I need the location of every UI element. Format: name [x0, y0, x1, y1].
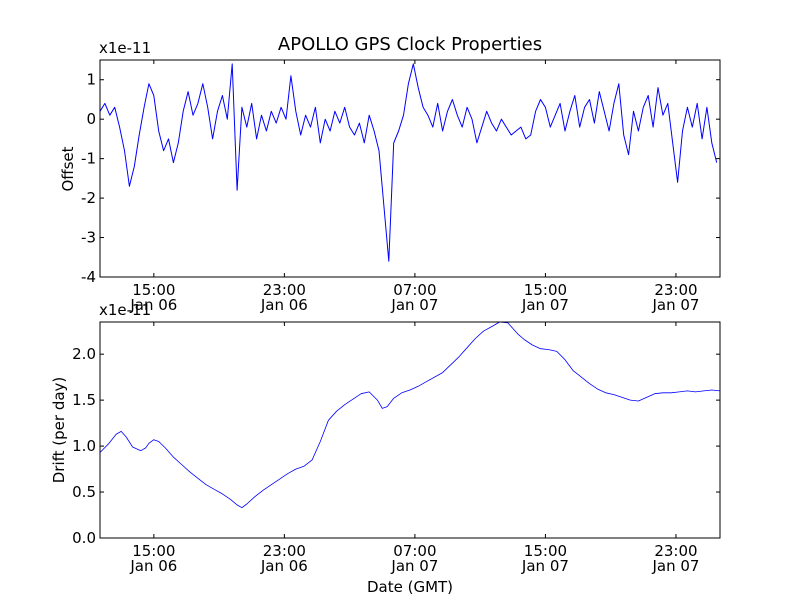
offset-x-tick-time-label: 07:00 — [393, 281, 436, 299]
drift-multiplier-label: x1e-11 — [99, 301, 151, 319]
drift-x-tick-date-label: Jan 07 — [390, 557, 438, 575]
drift-x-tick-time-label: 15:00 — [132, 542, 175, 560]
drift-x-tick-date-label: Jan 07 — [521, 557, 569, 575]
drift-x-tick-time-label: 23:00 — [263, 542, 306, 560]
offset-x-tick-time-label: 15:00 — [524, 281, 567, 299]
chart-title: APOLLO GPS Clock Properties — [278, 34, 542, 55]
offset-subplot: APOLLO GPS Clock Properties x1e-11 Offse… — [59, 34, 721, 314]
drift-x-tick-date-label: Jan 06 — [260, 557, 308, 575]
drift-y-ticks: 0.0 0.5 1.0 1.5 2.0 — [72, 345, 720, 547]
offset-multiplier-label: x1e-11 — [99, 39, 151, 57]
drift-y-tick-label: 2.0 — [72, 345, 96, 363]
drift-series-line — [99, 321, 721, 509]
drift-y-axis-label: Drift (per day) — [50, 377, 68, 484]
drift-x-tick-time-label: 07:00 — [393, 542, 436, 560]
offset-x-tick-date-label: Jan 07 — [521, 296, 569, 314]
offset-y-tick-label: -4 — [81, 268, 96, 286]
offset-x-tick-time-label: 23:00 — [654, 281, 697, 299]
offset-x-tick-time-label: 15:00 — [132, 281, 175, 299]
offset-x-tick-date-label: Jan 07 — [651, 296, 699, 314]
offset-y-tick-label: 0 — [86, 110, 96, 128]
offset-y-axis-label: Offset — [59, 146, 77, 191]
drift-x-tick-date-label: Jan 06 — [129, 557, 177, 575]
drift-x-tick-time-label: 23:00 — [654, 542, 697, 560]
drift-x-axis-label: Date (GMT) — [367, 578, 453, 596]
offset-series-line — [99, 63, 718, 262]
drift-x-tick-date-label: Jan 07 — [651, 557, 699, 575]
offset-axes-frame — [99, 59, 721, 278]
offset-plot-area — [99, 63, 718, 262]
offset-y-tick-label: -1 — [81, 150, 96, 168]
offset-x-tick-date-label: Jan 06 — [260, 296, 308, 314]
offset-y-tick-label: -2 — [81, 189, 96, 207]
drift-y-tick-label: 1.0 — [72, 437, 96, 455]
drift-subplot: x1e-11 Drift (per day) Date (GMT) 0.0 0.5… — [50, 301, 721, 596]
drift-y-tick-label: 0.5 — [72, 483, 96, 501]
drift-y-tick-label: 1.5 — [72, 391, 96, 409]
offset-y-ticks: -4 -3 -2 -1 0 1 — [81, 71, 720, 286]
drift-y-tick-label: 0.0 — [72, 529, 96, 547]
offset-x-tick-date-label: Jan 07 — [390, 296, 438, 314]
drift-plot-area — [99, 321, 721, 509]
offset-y-tick-label: 1 — [86, 71, 96, 89]
drift-x-tick-time-label: 15:00 — [524, 542, 567, 560]
offset-x-tick-time-label: 23:00 — [263, 281, 306, 299]
drift-axes-frame — [99, 321, 721, 539]
offset-x-tick-date-label: Jan 06 — [129, 296, 177, 314]
offset-y-tick-label: -3 — [81, 229, 96, 247]
